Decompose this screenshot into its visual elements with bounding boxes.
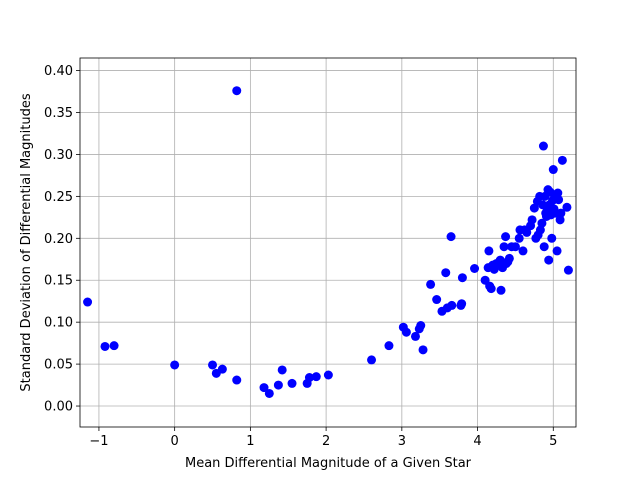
data-point <box>457 273 467 283</box>
data-point <box>484 246 494 256</box>
y-tick-label: 0.20 <box>44 232 73 247</box>
data-point <box>273 380 283 390</box>
data-point <box>232 375 242 385</box>
data-point <box>554 195 564 205</box>
data-point <box>208 360 218 370</box>
x-tick-label: 1 <box>246 434 254 449</box>
data-point <box>311 372 321 382</box>
x-axis: −1 0 1 2 3 4 5 <box>89 427 557 449</box>
data-point <box>100 341 110 351</box>
data-point <box>401 327 411 337</box>
data-point <box>367 355 377 365</box>
data-point <box>217 364 227 374</box>
data-point <box>557 155 567 165</box>
y-tick-label: 0.10 <box>44 316 73 331</box>
data-point <box>486 284 496 294</box>
data-point <box>446 232 456 242</box>
x-tick-label: 5 <box>549 434 557 449</box>
data-point <box>83 297 93 307</box>
data-point <box>563 265 573 275</box>
data-point <box>259 383 269 393</box>
data-point <box>544 255 554 265</box>
data-point <box>499 242 509 252</box>
data-point <box>264 388 274 398</box>
data-points <box>83 86 573 398</box>
y-tick-label: 0.30 <box>44 148 73 163</box>
data-point <box>522 227 532 237</box>
data-point <box>547 233 557 243</box>
data-point <box>556 208 566 218</box>
y-axis-label: Standard Deviation of Differential Magni… <box>19 93 34 391</box>
y-tick-label: 0.05 <box>44 358 73 373</box>
data-point <box>538 141 548 151</box>
plot-frame <box>79 57 577 428</box>
x-tick-label: 2 <box>322 434 330 449</box>
data-point <box>518 246 528 256</box>
data-point <box>529 203 539 213</box>
data-point <box>527 215 537 225</box>
data-point <box>510 242 520 252</box>
data-point <box>432 295 442 305</box>
data-point <box>514 233 524 243</box>
data-point <box>277 365 287 375</box>
x-axis-label: Mean Differential Magnitude of a Given S… <box>185 456 472 471</box>
y-tick-label: 0.40 <box>44 64 73 79</box>
data-point <box>548 165 558 175</box>
y-tick-label: 0.35 <box>44 106 73 121</box>
y-tick-label: 0.00 <box>44 400 73 415</box>
data-point <box>501 232 511 242</box>
data-point <box>304 373 314 383</box>
x-tick-label: −1 <box>89 434 108 449</box>
data-point <box>562 202 572 212</box>
data-point <box>232 86 242 96</box>
data-point <box>418 345 428 355</box>
data-point <box>170 360 180 370</box>
grid <box>80 58 576 427</box>
y-tick-label: 0.25 <box>44 190 73 205</box>
data-point <box>410 331 420 341</box>
data-point <box>441 268 451 278</box>
data-point <box>504 253 514 263</box>
data-point <box>496 285 506 295</box>
data-point <box>555 215 565 225</box>
x-tick-label: 0 <box>171 434 179 449</box>
data-point <box>426 279 436 289</box>
data-point <box>553 188 563 198</box>
data-point <box>109 341 119 351</box>
data-point <box>537 218 547 228</box>
data-point <box>416 321 426 331</box>
x-tick-label: 3 <box>398 434 406 449</box>
data-point <box>470 263 480 273</box>
data-point <box>447 300 457 310</box>
y-axis: 0.00 0.05 0.10 0.15 0.20 0.25 0.30 0.35 0.40 <box>44 64 80 415</box>
x-tick-label: 4 <box>473 434 481 449</box>
y-tick-label: 0.15 <box>44 274 73 289</box>
data-point <box>539 242 549 252</box>
data-point <box>323 370 333 380</box>
data-point <box>457 299 467 309</box>
data-point <box>384 341 394 351</box>
data-point <box>535 225 545 235</box>
data-point <box>287 378 297 388</box>
data-point <box>552 246 562 256</box>
